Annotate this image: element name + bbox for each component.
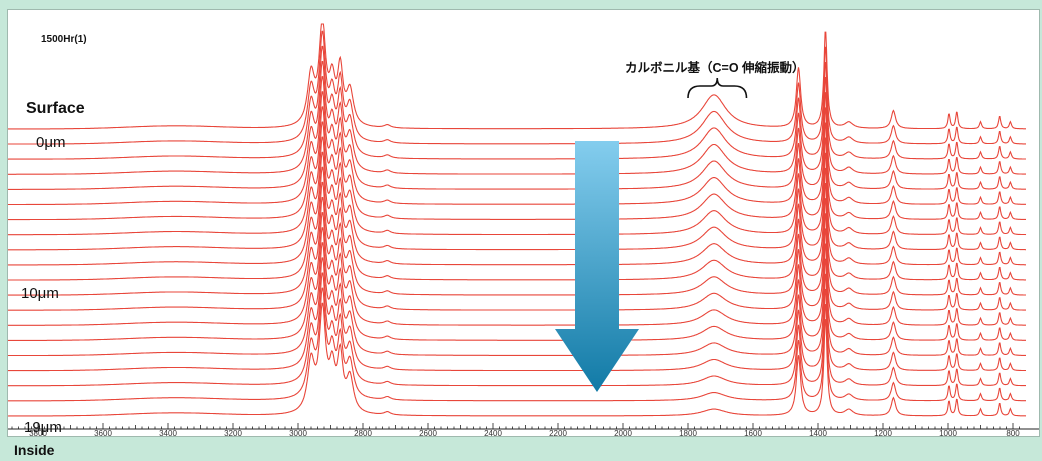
x-tick-label: 3000 [289, 429, 307, 437]
spectrum-line-19 [8, 302, 1027, 417]
spectrum-line-4 [8, 75, 1026, 190]
x-tick-label: 2000 [614, 429, 632, 437]
spectrum-line-2 [8, 45, 1026, 160]
x-tick-label: 3800 [29, 429, 47, 437]
spectrum-line-15 [8, 242, 1026, 357]
spectrum-line-0 [8, 23, 1026, 130]
spectrum-line-9 [8, 151, 1026, 266]
spectrum-line-10 [8, 166, 1026, 281]
x-tick-label: 1400 [809, 429, 827, 437]
x-tick-label: 1000 [939, 429, 957, 437]
spectrum-line-11 [8, 181, 1026, 296]
x-tick-label: 800 [1006, 429, 1020, 437]
spectra-chart: 3800 3600 3400 3200 3000 2800 2600 2400 2200 2000… [7, 9, 1040, 437]
spectrum-line-12 [8, 196, 1026, 311]
x-tick-label: 2400 [484, 429, 502, 437]
x-tick-label: 1200 [874, 429, 892, 437]
inside-label: Inside [14, 442, 55, 458]
spectrum-line-5 [8, 91, 1026, 206]
spectrum-line-6 [8, 106, 1026, 221]
spectrum-line-8 [8, 136, 1026, 251]
x-tick-label: 3600 [94, 429, 112, 437]
x-tick-label: 2600 [419, 429, 437, 437]
x-tick-label: 2800 [354, 429, 372, 437]
spectrum-line-1 [8, 30, 1026, 145]
spectrum-line-3 [8, 60, 1026, 175]
carbonyl-brace [687, 77, 748, 99]
spectra-plot: 3800 3600 3400 3200 3000 2800 2600 2400 2200 2000… [8, 23, 1039, 437]
spectrum-line-18 [8, 287, 1026, 402]
depth-label-bottom: 19μm [24, 419, 62, 436]
x-tick-label: 1600 [744, 429, 762, 437]
chart-title: 1500Hr(1) [41, 34, 87, 45]
x-tick-label: 3400 [159, 429, 177, 437]
spectrum-line-7 [8, 121, 1027, 236]
depth-arrow [555, 141, 639, 392]
depth-label-top: 0μm [36, 134, 66, 151]
spectrum-line-16 [8, 257, 1026, 372]
carbonyl-annotation: カルボニル基（C=O 伸縮振動） [625, 61, 805, 75]
spectrum-line-14 [8, 227, 1026, 341]
depth-label-mid: 10μm [21, 285, 59, 302]
spectrum-line-17 [8, 272, 1026, 387]
surface-label: Surface [26, 100, 85, 117]
x-tick-label: 1800 [679, 429, 697, 437]
x-tick-label: 2200 [549, 429, 567, 437]
x-tick-label: 3200 [224, 429, 242, 437]
spectrum-line-13 [8, 211, 1026, 326]
